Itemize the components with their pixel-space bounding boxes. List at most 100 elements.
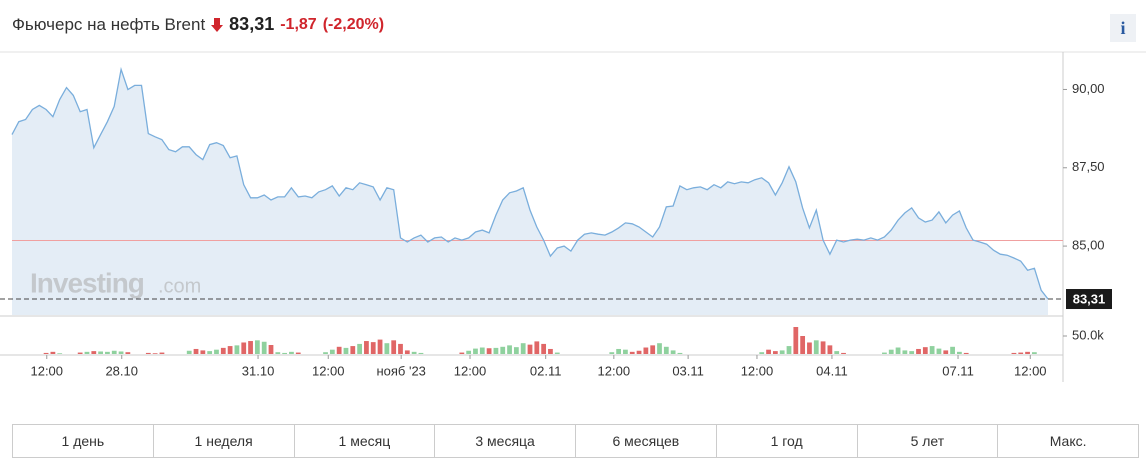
volume-bar	[111, 350, 117, 354]
volume-bar	[404, 350, 410, 354]
volume-bar	[145, 352, 151, 354]
title: Фьючерс на нефть Brent	[12, 14, 206, 34]
volume-bar	[282, 352, 288, 354]
volume-bar	[275, 352, 281, 354]
volume-bar	[186, 350, 192, 354]
volume-bar	[473, 348, 478, 354]
down-arrow	[211, 17, 224, 32]
volume-bar	[289, 351, 294, 354]
volume-bar	[418, 352, 424, 354]
watermark: Investing .com	[30, 267, 201, 298]
volume-bar	[527, 344, 533, 354]
volume-bar	[902, 350, 908, 354]
volume-bar	[609, 352, 615, 354]
volume-bar	[77, 352, 83, 354]
x-tick-label: 12:00	[454, 363, 487, 378]
volume-bar	[486, 348, 492, 354]
volume-bar	[888, 349, 894, 354]
volume-bar	[200, 350, 206, 354]
y-tick-label: 87,50	[1072, 159, 1105, 174]
volume-bar	[936, 348, 942, 354]
price-line	[11, 66, 1049, 300]
volume-bar	[629, 351, 635, 354]
volume-bar	[507, 345, 512, 354]
volume-bar	[650, 345, 656, 354]
change: -1,87	[280, 15, 317, 33]
volume-bar	[800, 336, 806, 354]
area	[12, 69, 1048, 316]
volume-bar	[227, 346, 233, 354]
last-price-label: 83,31	[1073, 291, 1106, 306]
volume-bar	[84, 351, 90, 354]
volume-bar	[241, 342, 247, 354]
volume-bar	[1018, 352, 1024, 354]
volume-bar	[466, 350, 472, 354]
volume-bar	[786, 346, 792, 354]
volume-bar	[950, 346, 955, 354]
volume-bar	[657, 343, 662, 354]
volume-bar	[234, 345, 240, 354]
volume-bar	[772, 351, 778, 354]
volume-bar	[541, 343, 547, 354]
x-tick-label: 31.10	[242, 363, 275, 378]
period-button[interactable]: 1 год	[717, 425, 858, 457]
volume-bar	[670, 350, 676, 354]
volume-bar	[513, 347, 519, 354]
volume-bar	[963, 352, 969, 354]
period-button[interactable]: 6 месяцев	[576, 425, 717, 457]
volume-bar	[841, 352, 846, 354]
period-button[interactable]: 1 день	[13, 425, 154, 457]
volume-bar	[834, 351, 840, 354]
volume-bar	[534, 341, 540, 354]
period-button[interactable]: 1 неделя	[154, 425, 295, 457]
x-tick-label: 02.11	[530, 363, 562, 378]
volume-bar	[813, 340, 819, 354]
volume-bar	[643, 347, 649, 354]
watermark-text: .com	[158, 275, 201, 297]
y2-tick-label: 50.0k	[1072, 327, 1104, 342]
volume-bar	[254, 340, 260, 354]
chart: Investing .com 83,31 85,00 87,50 90,00 50.0k…	[0, 51, 1146, 382]
period-button[interactable]: Макс.	[1049, 433, 1087, 449]
period-button[interactable]: 5 лет	[858, 425, 999, 457]
volume-bar	[479, 347, 485, 354]
volume-bar	[500, 346, 506, 354]
x-tick-label: 28.10	[105, 363, 138, 378]
volume-bar	[766, 349, 771, 354]
period-button[interactable]: 1 месяц	[295, 425, 436, 457]
volume-bar	[636, 350, 642, 354]
x-tick-label: нояб '23	[376, 363, 425, 378]
volume-bar	[350, 346, 356, 354]
volume-bar	[193, 348, 199, 354]
period-button[interactable]: 3 месяца	[435, 425, 576, 457]
volume-bar	[357, 343, 362, 354]
volume-bar	[323, 352, 328, 354]
volume-bar	[152, 353, 158, 354]
volume-bar	[105, 351, 110, 354]
price: 83,31	[229, 14, 275, 34]
volume-bar	[623, 349, 628, 354]
x-tick-label: 03.11	[672, 363, 704, 378]
info-button[interactable]: i	[1110, 14, 1136, 42]
volume-bar	[391, 340, 397, 354]
volume-bar	[125, 352, 131, 354]
header: Фьючерс на нефть Brent 83,31 -1,87 (-2,2…	[12, 14, 384, 35]
volume-bar	[779, 350, 785, 354]
volume-bar	[220, 347, 226, 354]
volume-bar	[1025, 351, 1030, 354]
volume-bar	[268, 345, 274, 354]
volume-bar	[895, 347, 901, 354]
volume-bar	[922, 347, 928, 354]
volume-bar	[929, 346, 935, 354]
period-selector: 1 день 1 неделя 1 месяц 3 месяца 6 месяцев 1 …	[12, 424, 1139, 458]
y-tick-label: 85,00	[1072, 238, 1105, 253]
volume-bar	[295, 352, 301, 354]
volume-bar	[909, 351, 915, 354]
x-tick-label: 07.11	[942, 363, 974, 378]
volume-bar	[677, 352, 683, 354]
volume-bar	[1011, 352, 1017, 354]
volume-bar	[43, 352, 49, 354]
volume-bar	[411, 351, 417, 354]
volume-bar	[377, 339, 383, 354]
last-price-box	[1066, 289, 1112, 310]
